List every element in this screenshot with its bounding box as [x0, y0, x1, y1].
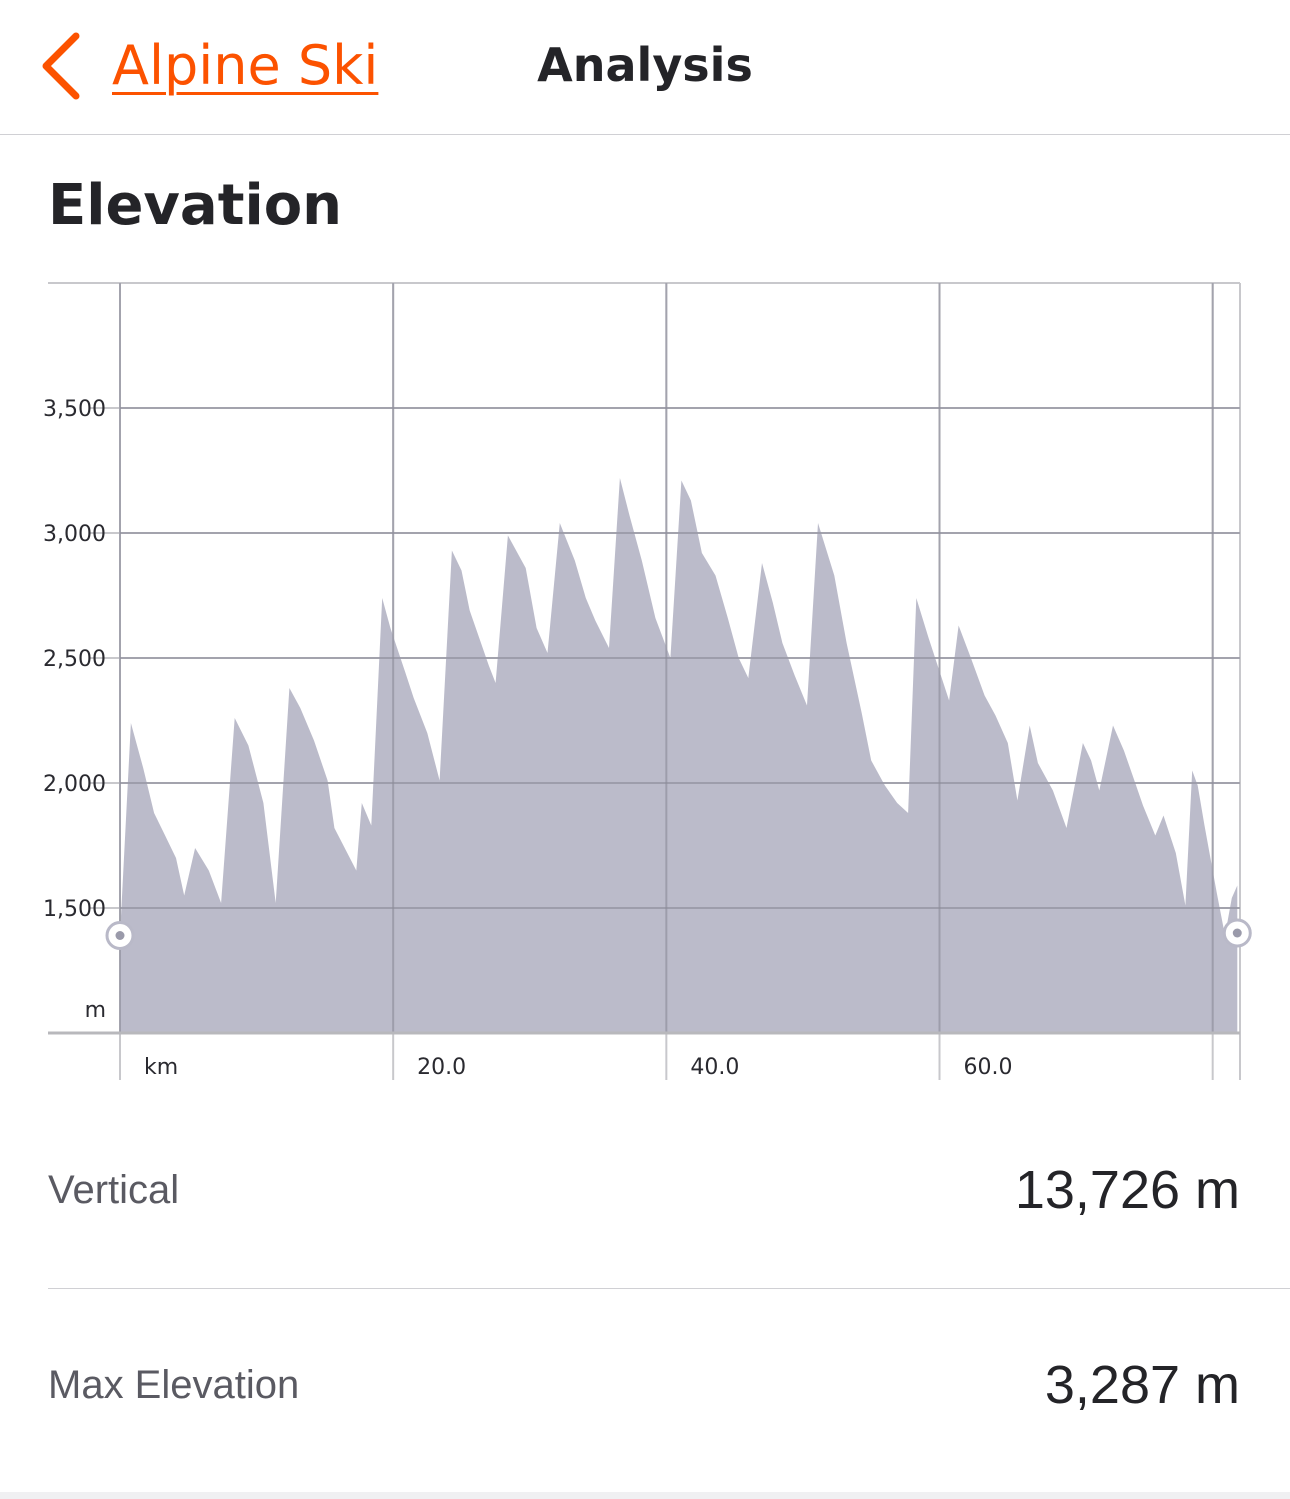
- stat-value-vertical: 13,726 m: [1014, 1160, 1240, 1220]
- x-tick-label: km: [144, 1055, 178, 1080]
- y-tick-label: 1,500: [43, 897, 106, 922]
- x-tick-label: 40.0: [690, 1055, 739, 1080]
- elevation-chart-svg: 1,500 2,000 2,500 3,000 3,500 m km 20.0 40.0 60.0: [43, 282, 1252, 1080]
- y-axis-unit-label: m: [85, 998, 106, 1023]
- chevron-left-icon: [42, 32, 80, 100]
- stat-value-max-elevation: 3,287 m: [1044, 1355, 1240, 1415]
- x-tick-label: 20.0: [417, 1055, 466, 1080]
- stat-row-vertical: Vertical 13,726 m: [48, 1150, 1240, 1230]
- stat-label-vertical: Vertical: [48, 1168, 180, 1212]
- y-tick-label: 3,000: [43, 522, 106, 547]
- elevation-area: [120, 478, 1238, 1033]
- back-button[interactable]: Alpine Ski: [38, 26, 378, 106]
- section-title-elevation: Elevation: [48, 173, 343, 238]
- y-tick-label: 2,000: [43, 772, 106, 797]
- start-marker-dot: [115, 931, 125, 940]
- stat-row-max-elevation: Max Elevation 3,287 m: [48, 1345, 1240, 1425]
- end-marker-dot: [1232, 928, 1242, 938]
- y-tick-label: 2,500: [43, 647, 106, 672]
- page-title: Analysis: [537, 38, 753, 92]
- elevation-chart[interactable]: 1,500 2,000 2,500 3,000 3,500 m km 20.0 40.0 60.0: [0, 270, 1290, 1100]
- x-tick-label: 60.0: [964, 1055, 1013, 1080]
- stat-label-max-elevation: Max Elevation: [48, 1363, 300, 1407]
- y-tick-label: 3,500: [43, 397, 106, 422]
- back-label: Alpine Ski: [112, 34, 379, 97]
- divider: [48, 1288, 1290, 1289]
- nav-bar: Alpine Ski Analysis: [0, 0, 1290, 135]
- bottom-bar: [0, 1492, 1290, 1499]
